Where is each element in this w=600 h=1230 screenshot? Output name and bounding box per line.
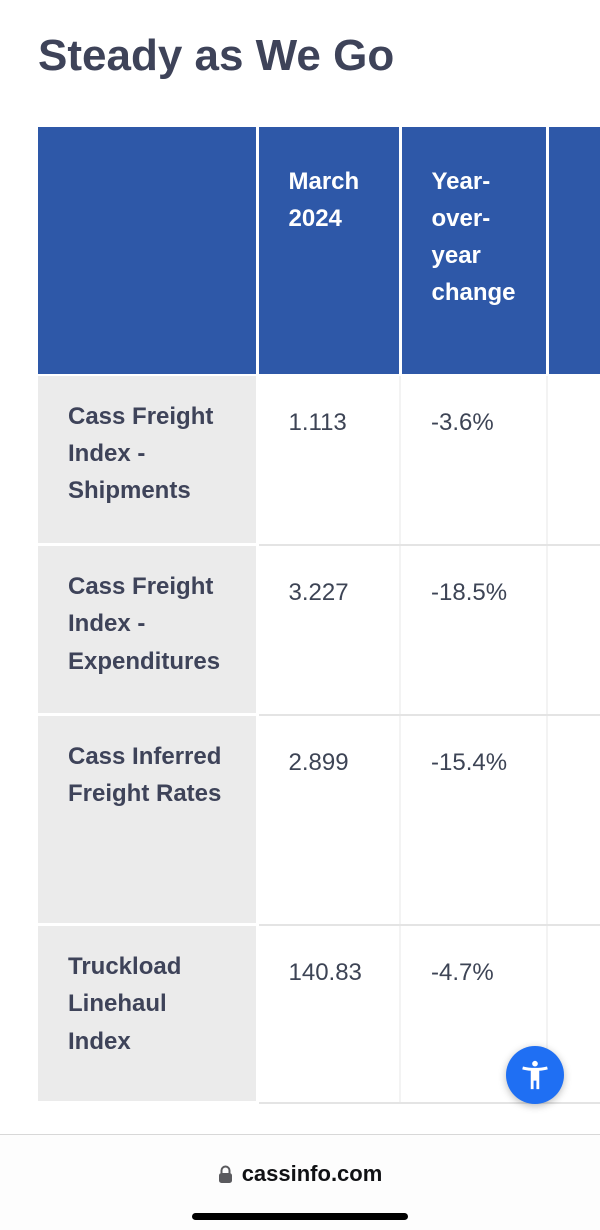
- row-yoy: -4.7%: [400, 924, 548, 1104]
- address-bar[interactable]: cassinfo.com: [0, 1161, 600, 1187]
- row-yoy: -15.4%: [400, 714, 548, 926]
- accessibility-widget-button[interactable]: [506, 1046, 564, 1104]
- table-header-row: March 2024 Year-over-year change: [38, 126, 600, 376]
- accessibility-icon: [518, 1058, 552, 1092]
- header-cell-partial: [547, 126, 600, 376]
- row-yoy: -18.5%: [400, 544, 548, 716]
- table-row: Cass Freight Index - Shipments 1.113 -3.…: [38, 374, 600, 547]
- row-value: 2.899: [257, 714, 401, 926]
- page-title: Steady as We Go: [38, 31, 395, 80]
- browser-bottom-bar: cassinfo.com: [0, 1134, 600, 1230]
- lock-icon: [218, 1165, 233, 1184]
- header-cell-yoy-change: Year-over-year change: [400, 126, 549, 376]
- row-label: Truckload Linehaul Index: [38, 924, 259, 1105]
- freight-index-table: March 2024 Year-over-year change Cass Fr…: [38, 126, 600, 1105]
- row-label: Cass Freight Index - Expenditures: [38, 544, 259, 717]
- table-row: Cass Inferred Freight Rates 2.899 -15.4%: [38, 714, 600, 927]
- table-row: Cass Freight Index - Expenditures 3.227 …: [38, 544, 600, 717]
- row-partial-cell: [547, 374, 600, 546]
- table-row: Truckload Linehaul Index 140.83 -4.7%: [38, 924, 600, 1105]
- row-yoy: -3.6%: [400, 374, 548, 546]
- row-value: 1.113: [257, 374, 401, 546]
- header-cell-march-2024: March 2024: [257, 126, 402, 376]
- row-value: 3.227: [257, 544, 401, 716]
- data-table-container: March 2024 Year-over-year change Cass Fr…: [38, 126, 600, 1105]
- row-label: Cass Freight Index - Shipments: [38, 374, 259, 547]
- row-label: Cass Inferred Freight Rates: [38, 714, 259, 927]
- address-bar-url: cassinfo.com: [241, 1161, 383, 1186]
- header-cell-blank: [38, 126, 259, 376]
- row-value: 140.83: [257, 924, 401, 1104]
- row-partial-cell: [547, 544, 600, 716]
- row-partial-cell: [547, 714, 600, 926]
- home-indicator[interactable]: [192, 1213, 408, 1220]
